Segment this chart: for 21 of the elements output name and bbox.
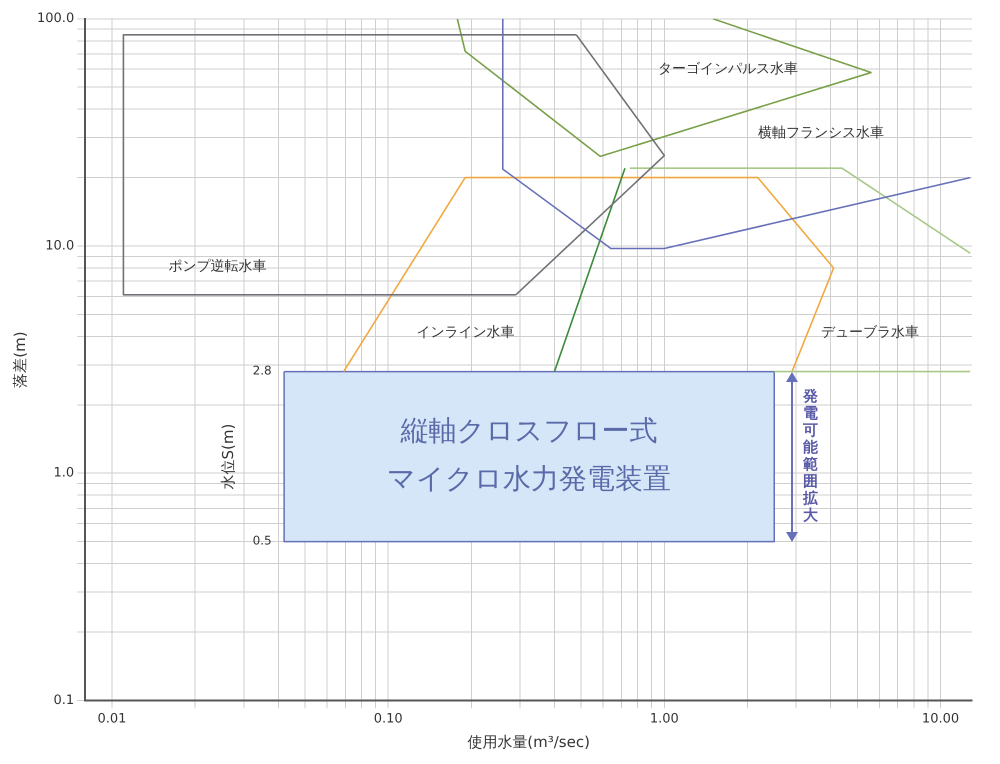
annotation: 水位S(m) <box>219 424 238 490</box>
x-tick-label: 0.10 <box>374 712 403 727</box>
y-tick-label: 100.0 <box>37 11 74 26</box>
annotation: インライン水車 <box>416 324 515 341</box>
annotation: 0.5 <box>252 534 272 548</box>
annotation: 横軸フランシス水車 <box>758 124 884 141</box>
annotation: 2.8 <box>252 364 272 378</box>
annotation: 縦軸クロスフロー式 <box>400 414 658 447</box>
y-tick-label: 10.0 <box>45 238 74 254</box>
y-axis-title: 落差(m) <box>10 331 29 388</box>
annotation: デューブラ水車 <box>821 324 920 341</box>
x-tick-label: 1.00 <box>650 712 679 727</box>
x-axis-title: 使用水量(m³/sec) <box>467 732 590 751</box>
x-tick-label: 0.01 <box>98 712 126 727</box>
annotation: 発電可能範囲拡大 <box>802 386 819 524</box>
x-tick-label: 10.00 <box>922 712 960 727</box>
annotation: ポンプ逆転水車 <box>168 258 266 275</box>
annotation: マイクロ水力発電装置 <box>387 462 672 495</box>
y-tick-label: 0.1 <box>54 692 74 708</box>
annotation: ターゴインパルス水車 <box>658 60 798 77</box>
y-tick-label: 1.0 <box>54 466 74 481</box>
